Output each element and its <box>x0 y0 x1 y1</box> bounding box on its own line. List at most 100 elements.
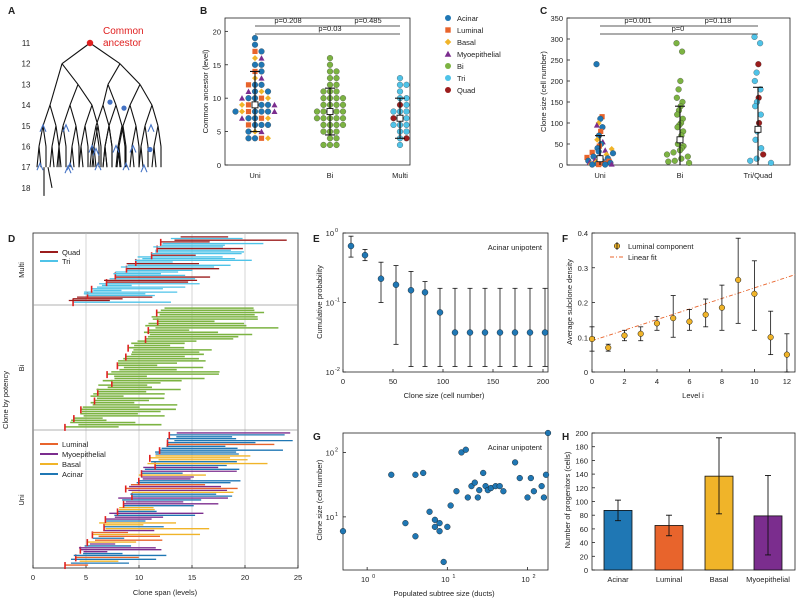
ancestor-label: ancestor <box>103 38 142 49</box>
data-point <box>333 108 340 115</box>
data-point <box>421 289 429 296</box>
data-point <box>584 154 590 161</box>
y-tick-label: 10 <box>326 299 334 308</box>
median-marker <box>326 108 334 115</box>
data-point <box>512 459 519 466</box>
y-axis-label: Common ancestor (level) <box>201 49 210 133</box>
data-point <box>339 121 347 128</box>
data-point <box>609 150 617 157</box>
y-tick-label: 0 <box>559 161 563 170</box>
data-point <box>258 108 265 115</box>
data-point <box>333 121 340 128</box>
data-point <box>265 95 271 102</box>
data-point <box>396 81 404 88</box>
data-point <box>326 55 334 62</box>
x-tick-label: 0 <box>31 573 35 582</box>
data-point <box>339 101 347 108</box>
data-point <box>265 115 271 122</box>
tree-branch <box>108 104 117 126</box>
legend-label: Luminal <box>457 26 484 35</box>
data-point <box>755 61 762 68</box>
tree-branch <box>129 84 141 106</box>
y-tick-label: 10 <box>326 448 334 457</box>
x-tick-label: 15 <box>188 573 196 582</box>
data-point <box>516 474 523 482</box>
y-tick-label: 20 <box>580 552 588 561</box>
data-point <box>753 155 760 162</box>
tree-branch <box>153 146 157 168</box>
tree-branch <box>151 104 159 126</box>
legend-label: Bi <box>457 62 464 71</box>
data-point <box>621 332 628 339</box>
clone-marker <box>140 163 148 173</box>
data-point <box>333 95 340 102</box>
y-tick-label: 20 <box>213 27 221 36</box>
y-axis-label: Number of progenitors (cells) <box>563 451 572 548</box>
data-point <box>320 101 327 108</box>
data-point <box>258 101 265 108</box>
data-point <box>326 68 334 75</box>
tree-branch <box>62 104 71 126</box>
clone-marker <box>121 105 127 111</box>
tree-branch <box>95 104 104 126</box>
clone-marker <box>88 144 96 153</box>
tree-branch <box>69 84 79 106</box>
data-point <box>436 528 443 535</box>
y-tick-label: 100 <box>550 119 563 128</box>
x-tick-label: Bi <box>327 171 334 180</box>
data-point <box>320 141 327 149</box>
data-point <box>258 115 265 121</box>
legend-marker <box>445 75 451 81</box>
data-point <box>396 75 404 82</box>
y-tick-label: 0 <box>584 566 588 575</box>
panel-letter: E <box>313 234 320 245</box>
tree-branch <box>157 125 162 147</box>
data-point <box>589 161 596 168</box>
data-point <box>245 115 252 122</box>
data-point <box>239 101 245 108</box>
data-point <box>474 494 481 501</box>
tree-branch <box>51 146 55 168</box>
tree-branch <box>58 125 64 147</box>
data-point <box>702 311 709 318</box>
y-tick-label: 250 <box>550 56 563 65</box>
legend-label: Luminal component <box>628 242 694 251</box>
data-point <box>462 446 469 453</box>
x-axis-label: Level i <box>682 391 704 400</box>
y-tick-label: 140 <box>575 470 588 479</box>
data-point <box>426 508 433 515</box>
data-point <box>678 155 685 162</box>
data-point <box>339 95 347 102</box>
data-point <box>403 101 410 108</box>
y-tick-label: 50 <box>555 140 563 149</box>
x-tick-label: 0 <box>590 377 594 386</box>
data-point <box>735 276 742 283</box>
y-tick-label: 300 <box>550 35 563 44</box>
tree-branch <box>118 146 122 168</box>
data-point <box>673 40 680 47</box>
x-tick-label: 2 <box>622 377 626 386</box>
data-point <box>347 242 355 250</box>
legend-label: Quad <box>457 86 475 95</box>
data-point <box>320 95 327 102</box>
legend-marker <box>445 27 451 33</box>
tree-branch <box>107 84 117 106</box>
data-point <box>271 101 278 108</box>
clone-marker <box>122 161 130 171</box>
data-point <box>673 94 680 101</box>
ancestor-label: Common <box>103 26 144 37</box>
data-point <box>333 135 340 142</box>
tree-branch <box>38 125 44 147</box>
tree-branch <box>129 104 137 126</box>
data-point <box>526 329 534 336</box>
data-point <box>396 88 404 95</box>
tree-branch <box>119 63 141 85</box>
data-point <box>333 101 340 108</box>
data-point <box>388 471 395 478</box>
data-point <box>751 33 758 40</box>
data-point <box>239 108 245 115</box>
data-point <box>451 329 459 336</box>
x-tick-label: Luminal <box>656 575 683 584</box>
data-point <box>538 483 545 490</box>
panel-d: D 0 5 10 15 20 25 Clone span (levels) Clone by p… <box>1 232 302 597</box>
